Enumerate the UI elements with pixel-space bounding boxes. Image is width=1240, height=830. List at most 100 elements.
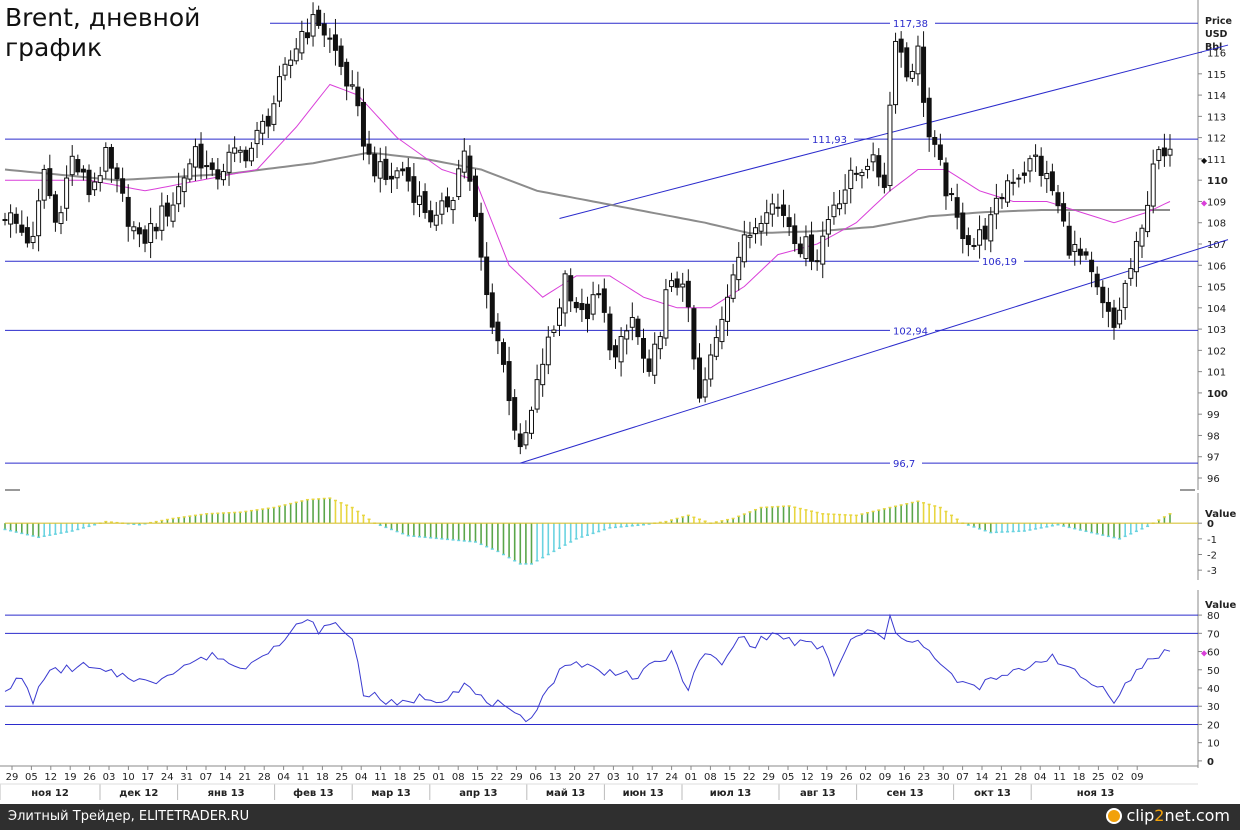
candle-body — [8, 212, 14, 225]
date-tick-label: 17 — [646, 772, 659, 783]
candle-body — [702, 379, 708, 398]
candle-body — [1089, 259, 1095, 273]
candlestick — [528, 406, 534, 440]
candlestick — [1005, 174, 1011, 208]
candlestick — [500, 338, 506, 373]
candle-body — [1133, 240, 1139, 273]
candlestick — [702, 367, 708, 403]
candle-body — [131, 226, 137, 232]
chart-title-line-1: Brent, дневной — [5, 3, 201, 32]
candlestick — [114, 162, 120, 193]
candle-body — [304, 32, 310, 39]
candlestick — [226, 144, 232, 186]
candle-body — [1150, 163, 1156, 207]
candle-body — [607, 313, 613, 351]
candlestick — [613, 339, 619, 369]
candlestick — [657, 331, 663, 360]
candle-body — [641, 338, 647, 359]
candlestick — [730, 263, 736, 303]
month-label: янв 13 — [208, 788, 245, 799]
candle-body — [282, 63, 288, 76]
candlestick — [1049, 163, 1055, 196]
rsi-tick-label: 0 — [1207, 757, 1214, 768]
candle-body — [327, 37, 333, 40]
candle-body — [887, 104, 893, 187]
candlestick — [103, 142, 109, 179]
candlestick — [416, 181, 422, 218]
candle-body — [613, 345, 619, 358]
candle-body — [865, 165, 871, 171]
candlestick — [758, 215, 764, 246]
footer-bar: Элитный Трейдер, ELITETRADER.RU clip2net… — [0, 804, 1240, 830]
clip2net-logo-icon — [1106, 808, 1123, 824]
candle-body — [825, 219, 831, 235]
candle-body — [1010, 181, 1016, 184]
candle-body — [2, 219, 8, 222]
candle-body — [58, 212, 64, 225]
date-tick-label: 03 — [103, 772, 116, 783]
candlestick — [187, 158, 193, 183]
candlestick — [1010, 169, 1016, 196]
candle-body — [915, 45, 921, 75]
candle-body — [265, 115, 271, 127]
price-tick-label: 97 — [1207, 453, 1220, 464]
date-tick-label: 02 — [859, 772, 872, 783]
candlestick — [80, 165, 86, 181]
candlestick — [579, 288, 585, 322]
candle-body — [506, 361, 512, 402]
candlestick — [47, 154, 53, 199]
price-axis-title: USD — [1205, 29, 1228, 40]
candlestick — [1122, 280, 1128, 320]
date-tick-label: 24 — [665, 772, 678, 783]
candle-body — [108, 146, 114, 169]
price-tick-label: 109 — [1207, 197, 1226, 208]
rsi-marker: ◆ — [1201, 649, 1208, 658]
level-label: 117,38 — [893, 19, 928, 30]
candlestick — [243, 146, 249, 168]
price-tick-label: 106 — [1207, 261, 1226, 272]
candle-body — [898, 38, 904, 53]
date-tick-label: 04 — [355, 772, 368, 783]
candle-body — [187, 163, 193, 180]
candle-body — [993, 197, 999, 215]
candle-body — [120, 178, 126, 194]
candle-body — [30, 235, 36, 244]
footer-credit: Элитный Трейдер, ELITETRADER.RU — [8, 809, 250, 824]
candlestick — [1156, 146, 1162, 170]
candle-body — [982, 225, 988, 240]
candlestick — [131, 221, 137, 240]
date-tick-label: 25 — [413, 772, 426, 783]
candlestick — [142, 225, 148, 253]
candle-body — [741, 234, 747, 263]
date-tick-label: 01 — [432, 772, 445, 783]
price-tick-label: 105 — [1207, 283, 1226, 294]
candlestick — [669, 272, 675, 292]
clip2net-logo[interactable]: clip2net.com — [1106, 806, 1230, 825]
candlestick — [19, 210, 25, 236]
candle-body — [881, 174, 887, 188]
candlestick — [153, 223, 159, 240]
candlestick — [405, 157, 411, 192]
candlestick — [394, 167, 400, 189]
date-axis: 29 05 12 19 26 03 10 17 24 31 07 14 21 28 04 11 18 25 04 11… — [0, 765, 1198, 800]
candlestick — [444, 187, 450, 213]
candle-body — [585, 303, 590, 320]
candle-body — [568, 275, 574, 302]
candlestick — [713, 325, 719, 361]
candlestick — [573, 297, 579, 313]
candlestick — [753, 217, 759, 244]
candle-body — [764, 212, 770, 224]
candle-body — [338, 45, 344, 67]
candlestick — [915, 35, 921, 86]
candle-body — [601, 288, 607, 313]
price-tick-label: 107 — [1207, 240, 1226, 251]
price-tick-label: 112 — [1207, 134, 1226, 145]
month-label: мар 13 — [371, 788, 411, 799]
candlestick — [993, 183, 999, 230]
candle-body — [13, 213, 19, 224]
date-tick-label: 10 — [626, 772, 639, 783]
candlestick — [13, 207, 19, 234]
candle-body — [736, 256, 742, 281]
candlestick — [551, 325, 557, 337]
candlestick — [1139, 224, 1145, 258]
